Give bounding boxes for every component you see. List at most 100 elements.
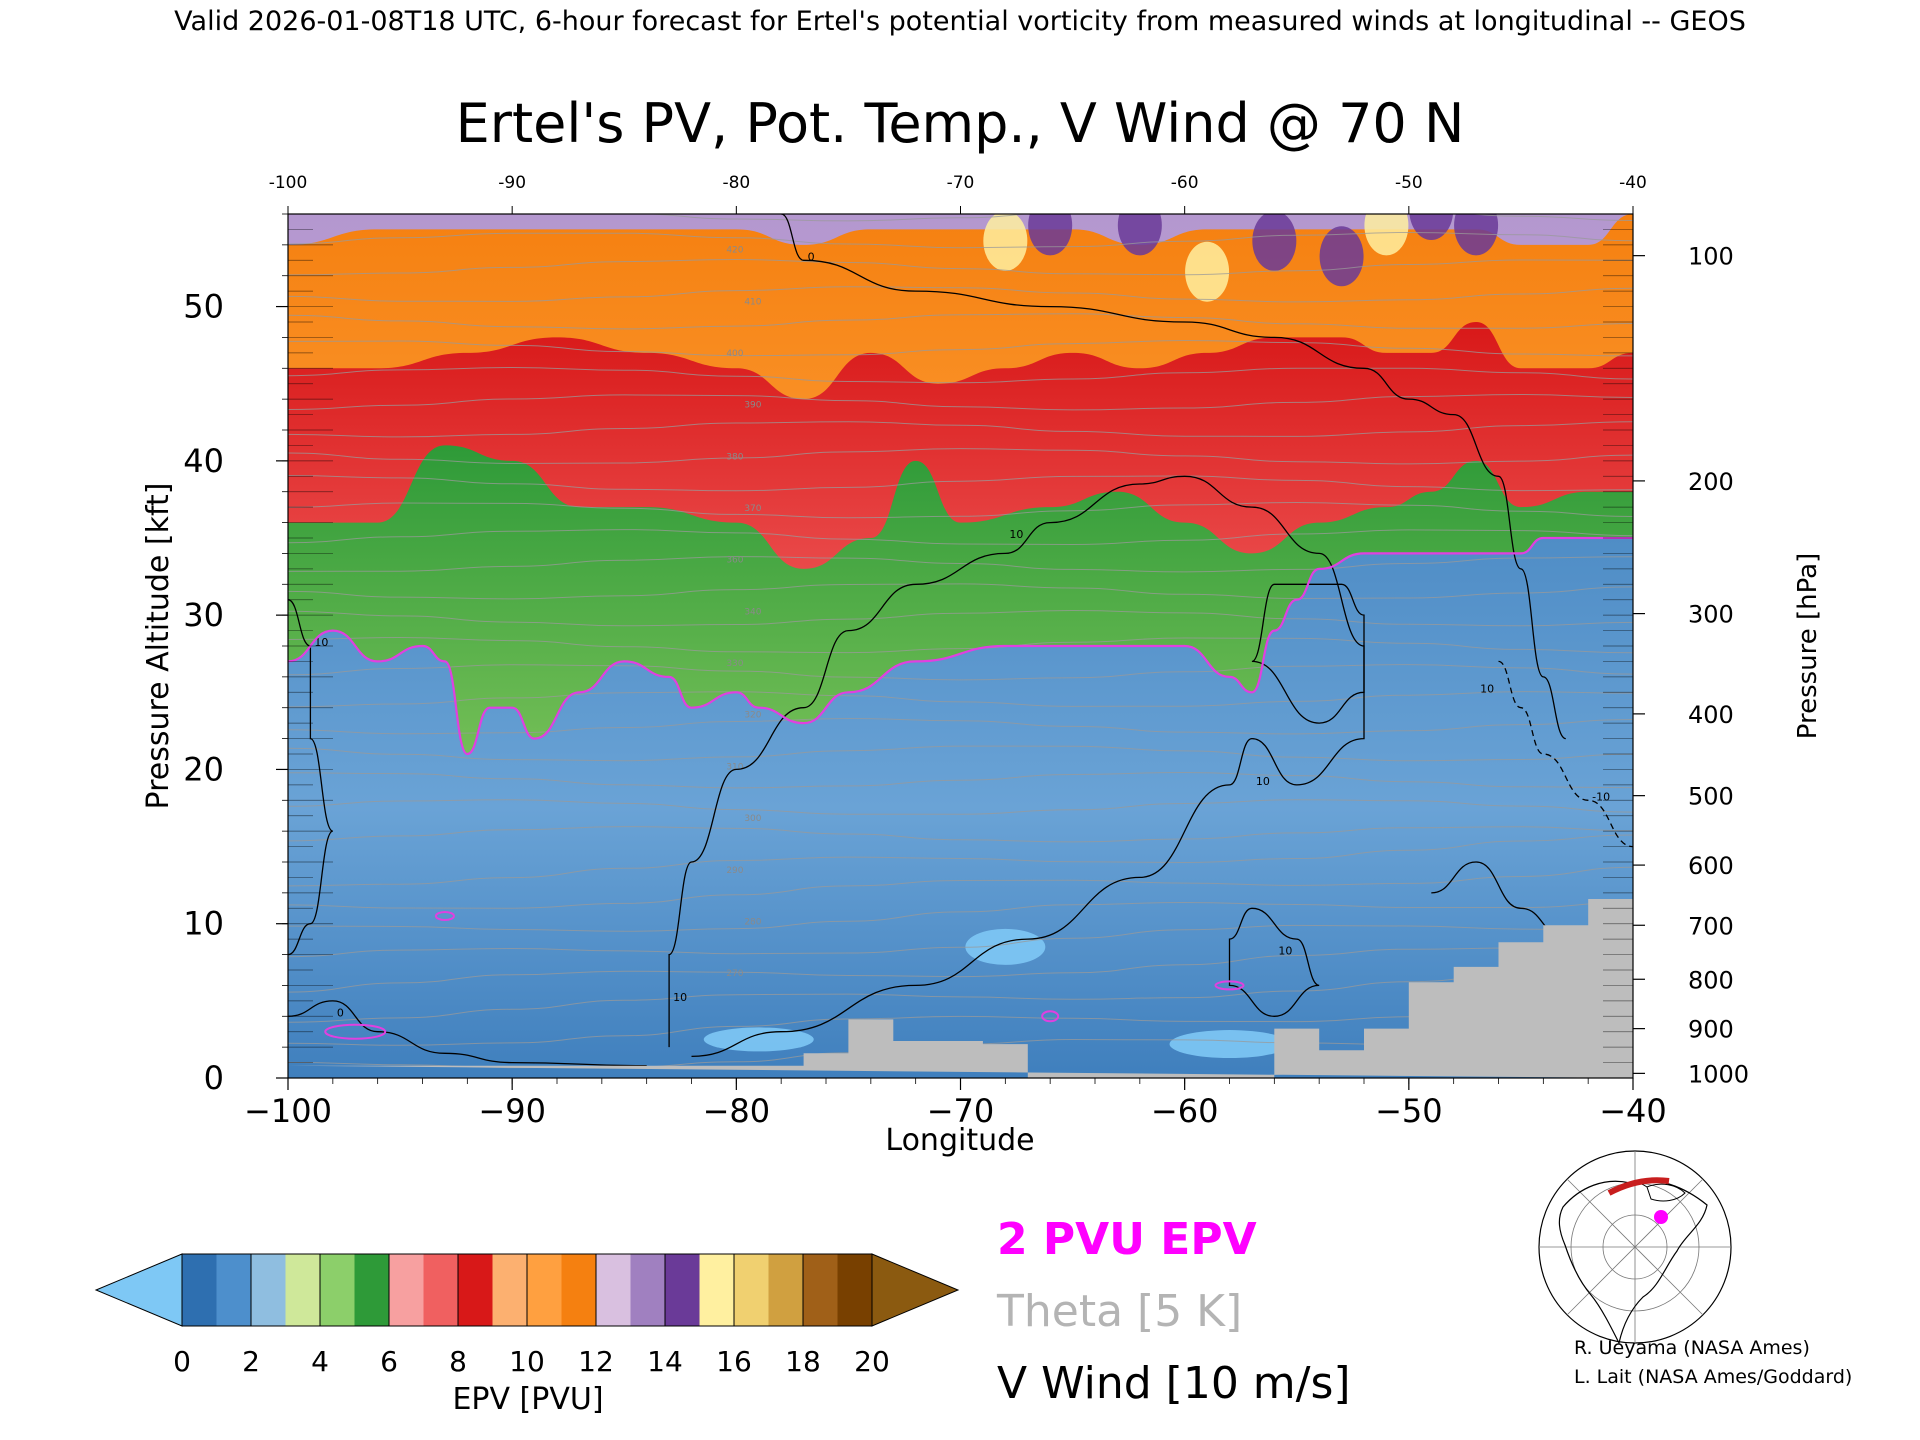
axes: −100-100−90-90−80-80−70-70−60-60−50-50−4…	[183, 173, 1749, 1130]
x-top-tick-label: -90	[498, 173, 526, 193]
legend: 2 PVU EPV Theta [5 K] V Wind [10 m/s]	[996, 1214, 1351, 1409]
colorbar-segment	[458, 1254, 493, 1326]
theta-contour	[288, 691, 1633, 708]
inset-map	[1538, 1150, 1732, 1345]
theta-contour	[288, 609, 1633, 627]
theta-label: 340	[744, 607, 761, 617]
v-wind-label: 10	[1278, 945, 1292, 958]
theta-label: 310	[726, 762, 743, 772]
x-axis-label: Longitude	[885, 1123, 1034, 1158]
theta-contour	[288, 866, 1633, 909]
theta-contour	[288, 799, 1633, 815]
credit-lait: L. Lait (NASA Ames/Goddard)	[1574, 1366, 1852, 1388]
colorbar-segment	[285, 1254, 321, 1326]
v-wind-contour	[1498, 660, 1633, 848]
colorbar-tick-label: 14	[647, 1345, 683, 1378]
colorbar-segment	[734, 1254, 769, 1326]
theta-contour	[288, 771, 1633, 789]
high-pv-cell	[983, 214, 1028, 271]
v-wind-label: 0	[808, 250, 815, 263]
y-tick-label: 50	[183, 288, 224, 326]
x-top-tick-label: -80	[722, 173, 750, 193]
theta-contour	[288, 313, 1633, 330]
theta-contour	[288, 745, 1633, 762]
x-top-tick-label: -50	[1395, 173, 1423, 193]
colorbar-segment	[837, 1254, 873, 1326]
terrain-mask	[288, 899, 1633, 1078]
two-pvu-blob	[324, 1023, 387, 1040]
y-axis-label: Pressure Altitude [kft]	[141, 483, 176, 810]
theta-contour	[288, 834, 1633, 887]
legend-2pvu: 2 PVU EPV	[997, 1214, 1257, 1265]
theta-contour	[640, 214, 1633, 222]
theta-label: 380	[726, 452, 743, 462]
x-tick-label: −80	[703, 1092, 771, 1130]
high-pv-cell	[1252, 214, 1297, 271]
x-top-tick-label: -40	[1619, 173, 1647, 193]
cross-section-track	[1607, 1177, 1670, 1196]
v-wind-label: 10	[1256, 775, 1270, 788]
theta-label: 410	[744, 297, 761, 307]
v-wind-label: 10	[1480, 682, 1494, 695]
x-tick-label: −70	[927, 1092, 995, 1130]
pressure-tick-label: 400	[1688, 701, 1734, 729]
theta-label: 290	[726, 866, 743, 876]
colorbar-label: EPV [PVU]	[452, 1382, 603, 1417]
v-wind-label: -10	[1592, 790, 1610, 803]
pressure-tick-label: 900	[1688, 1016, 1734, 1044]
theta-label: 420	[726, 246, 743, 256]
valid-time-header: Valid 2026-01-08T18 UTC, 6-hour forecast…	[174, 6, 1746, 37]
theta-contour	[288, 717, 1633, 735]
theta-contour	[288, 583, 1633, 600]
theta-contour	[288, 286, 1633, 303]
credit-ueyama: R. Ueyama (NASA Ames)	[1574, 1337, 1810, 1359]
theta-contour	[288, 393, 1633, 411]
colorbar-tick-label: 20	[854, 1345, 890, 1378]
high-pv-cell	[1454, 214, 1499, 256]
theta-contour	[288, 366, 1633, 384]
colorbar-segment	[596, 1254, 631, 1326]
chart-title: Ertel's PV, Pot. Temp., V Wind @ 70 N	[456, 92, 1465, 155]
theta-label: 270	[726, 969, 743, 979]
low-pv-patch	[1169, 1030, 1290, 1059]
colorbar-segment	[527, 1254, 562, 1326]
v-wind-contour	[780, 214, 1567, 740]
colorbar-tick-label: 16	[716, 1345, 752, 1378]
colorbar-tick-label: 0	[173, 1345, 191, 1378]
location-marker	[1654, 1210, 1668, 1224]
low-pv-patch	[703, 1027, 814, 1052]
theta-contour	[288, 421, 1633, 438]
theta-contour	[288, 258, 1633, 276]
v-wind-contour	[1251, 583, 1365, 724]
theta-contour	[288, 556, 1633, 573]
x-tick-label: −60	[1151, 1092, 1219, 1130]
v-wind-label: 0	[337, 1006, 344, 1019]
colorbar-under-arrow	[94, 1253, 183, 1327]
pv-shading	[288, 214, 1633, 1078]
two-pvu-blob	[434, 911, 455, 921]
colorbar-tick-label: 8	[449, 1345, 467, 1378]
colorbar-segment	[630, 1254, 666, 1326]
two-pvu-line	[288, 536, 1633, 756]
v-wind-label: 10	[1009, 528, 1023, 541]
theta-contour	[288, 826, 1633, 843]
theta-contour	[288, 475, 1633, 492]
theta-contour	[288, 970, 1633, 1023]
x-top-tick-label: -60	[1171, 173, 1199, 193]
v-wind-contour	[1228, 907, 1320, 1017]
colorbar-tick-label: 4	[311, 1345, 329, 1378]
high-pv-cell	[1319, 226, 1364, 287]
colorbar-tick-label: 18	[785, 1345, 821, 1378]
theta-contour	[288, 664, 1633, 681]
terrain-polygon	[288, 899, 1633, 1078]
pressure-tick-label: 300	[1688, 601, 1734, 629]
colorbar-segment	[216, 1254, 252, 1326]
colorbar-tick-label: 12	[578, 1345, 614, 1378]
colorbar-segment	[561, 1254, 597, 1326]
colorbar-segment	[803, 1254, 838, 1326]
theta-label: 320	[744, 711, 761, 721]
colorbar-over-arrow	[871, 1253, 960, 1327]
colorbar-segment	[354, 1254, 390, 1326]
colorbar-tick-label: 10	[509, 1345, 545, 1378]
theta-label: 300	[744, 814, 761, 824]
